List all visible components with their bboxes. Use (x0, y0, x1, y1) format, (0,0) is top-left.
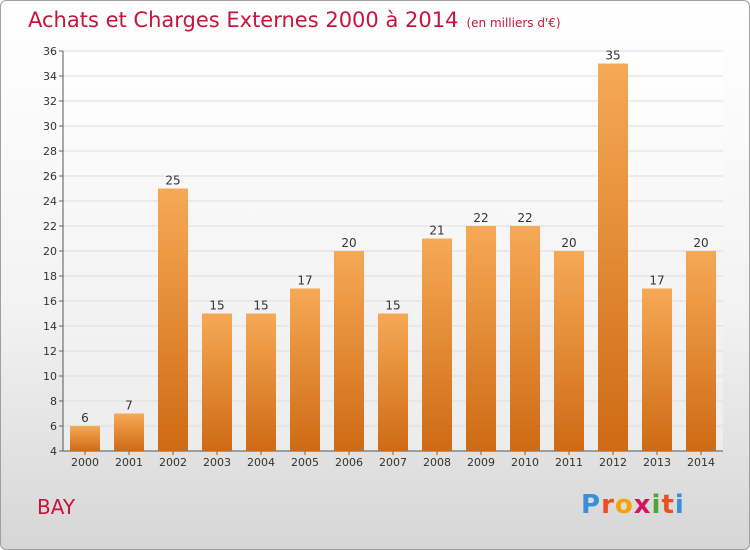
x-tick-label: 2008 (423, 456, 451, 469)
bar (422, 238, 452, 451)
logo-letter: i (651, 490, 662, 520)
commune-name: BAY (37, 495, 76, 519)
x-tick-label: 2013 (643, 456, 671, 469)
y-tick-label: 16 (43, 295, 57, 308)
x-tick-label: 2003 (203, 456, 231, 469)
y-tick-label: 18 (43, 270, 57, 283)
y-tick-label: 28 (43, 145, 57, 158)
x-tick-label: 2000 (71, 456, 99, 469)
x-tick-label: 2005 (291, 456, 319, 469)
proxiti-logo: Proxiti (581, 490, 685, 520)
bar (202, 313, 232, 451)
chart-title: Achats et Charges Externes 2000 à 2014 (28, 8, 459, 32)
data-label: 20 (693, 236, 708, 250)
bar (642, 288, 672, 451)
y-tick-label: 24 (43, 195, 57, 208)
x-tick-label: 2009 (467, 456, 495, 469)
data-label: 22 (517, 211, 532, 225)
y-tick-label: 10 (43, 370, 57, 383)
bar (70, 426, 100, 451)
y-tick-label: 30 (43, 120, 57, 133)
y-tick-label: 8 (50, 395, 57, 408)
bar (334, 251, 364, 451)
bar (598, 63, 628, 451)
data-label: 17 (297, 274, 312, 288)
y-tick-label: 34 (43, 70, 57, 83)
bar (290, 288, 320, 451)
data-label: 25 (165, 174, 180, 188)
y-tick-label: 32 (43, 95, 57, 108)
data-label: 35 (605, 49, 620, 63)
data-label: 6 (81, 411, 89, 425)
x-tick-label: 2002 (159, 456, 187, 469)
x-tick-label: 2010 (511, 456, 539, 469)
y-tick-label: 4 (50, 445, 57, 458)
bar (378, 313, 408, 451)
y-tick-label: 20 (43, 245, 57, 258)
x-tick-label: 2004 (247, 456, 275, 469)
y-tick-label: 14 (43, 320, 57, 333)
logo-letter: o (614, 490, 634, 520)
data-label: 22 (473, 211, 488, 225)
logo-letter: t (661, 490, 675, 520)
bar (158, 188, 188, 451)
y-tick-label: 36 (43, 45, 57, 58)
x-tick-label: 2014 (687, 456, 715, 469)
logo-letter: x (633, 490, 652, 520)
x-tick-label: 2011 (555, 456, 583, 469)
data-label: 15 (385, 299, 400, 313)
data-label: 21 (429, 224, 444, 238)
x-tick-label: 2006 (335, 456, 363, 469)
y-tick-label: 6 (50, 420, 57, 433)
data-label: 17 (649, 274, 664, 288)
x-tick-label: 2001 (115, 456, 143, 469)
bar (510, 226, 540, 451)
bar (246, 313, 276, 451)
bar (114, 413, 144, 451)
chart-unit: (en milliers d'€) (466, 16, 561, 30)
logo-letter: r (601, 490, 615, 520)
y-tick-label: 12 (43, 345, 57, 358)
bar (466, 226, 496, 451)
bar (686, 251, 716, 451)
data-label: 7 (125, 399, 133, 413)
data-label: 15 (253, 299, 268, 313)
x-tick-label: 2012 (599, 456, 627, 469)
y-tick-label: 22 (43, 220, 57, 233)
data-label: 20 (341, 236, 356, 250)
bar (554, 251, 584, 451)
data-label: 20 (561, 236, 576, 250)
y-tick-label: 26 (43, 170, 57, 183)
x-tick-label: 2007 (379, 456, 407, 469)
chart-title-block: Achats et Charges Externes 2000 à 2014 (e… (28, 8, 561, 32)
logo-letter: i (674, 490, 685, 520)
data-label: 15 (209, 299, 224, 313)
logo-letter: P (581, 490, 602, 520)
